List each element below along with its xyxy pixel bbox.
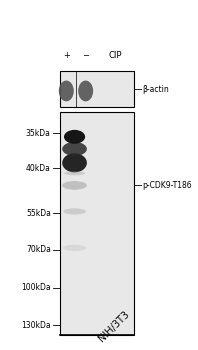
Text: 130kDa: 130kDa [21,321,51,329]
Text: 35kDa: 35kDa [26,129,51,138]
Text: 70kDa: 70kDa [26,245,51,254]
Ellipse shape [63,208,86,215]
Text: CIP: CIP [109,51,122,60]
Ellipse shape [62,181,87,190]
Text: NIH/3T3: NIH/3T3 [97,309,131,343]
Text: 100kDa: 100kDa [21,284,51,292]
Text: p-CDK9-T186: p-CDK9-T186 [142,181,192,190]
Text: β-actin: β-actin [142,85,169,93]
Bar [60,71,134,107]
Ellipse shape [62,153,87,173]
Text: 40kDa: 40kDa [26,163,51,173]
Bar [60,112,134,335]
Ellipse shape [63,245,86,251]
Ellipse shape [59,80,74,101]
Text: 55kDa: 55kDa [26,209,51,218]
Ellipse shape [78,80,93,101]
Text: −: − [82,51,89,60]
Ellipse shape [62,142,87,156]
Ellipse shape [64,171,85,175]
Ellipse shape [64,130,85,144]
Text: +: + [63,51,70,60]
